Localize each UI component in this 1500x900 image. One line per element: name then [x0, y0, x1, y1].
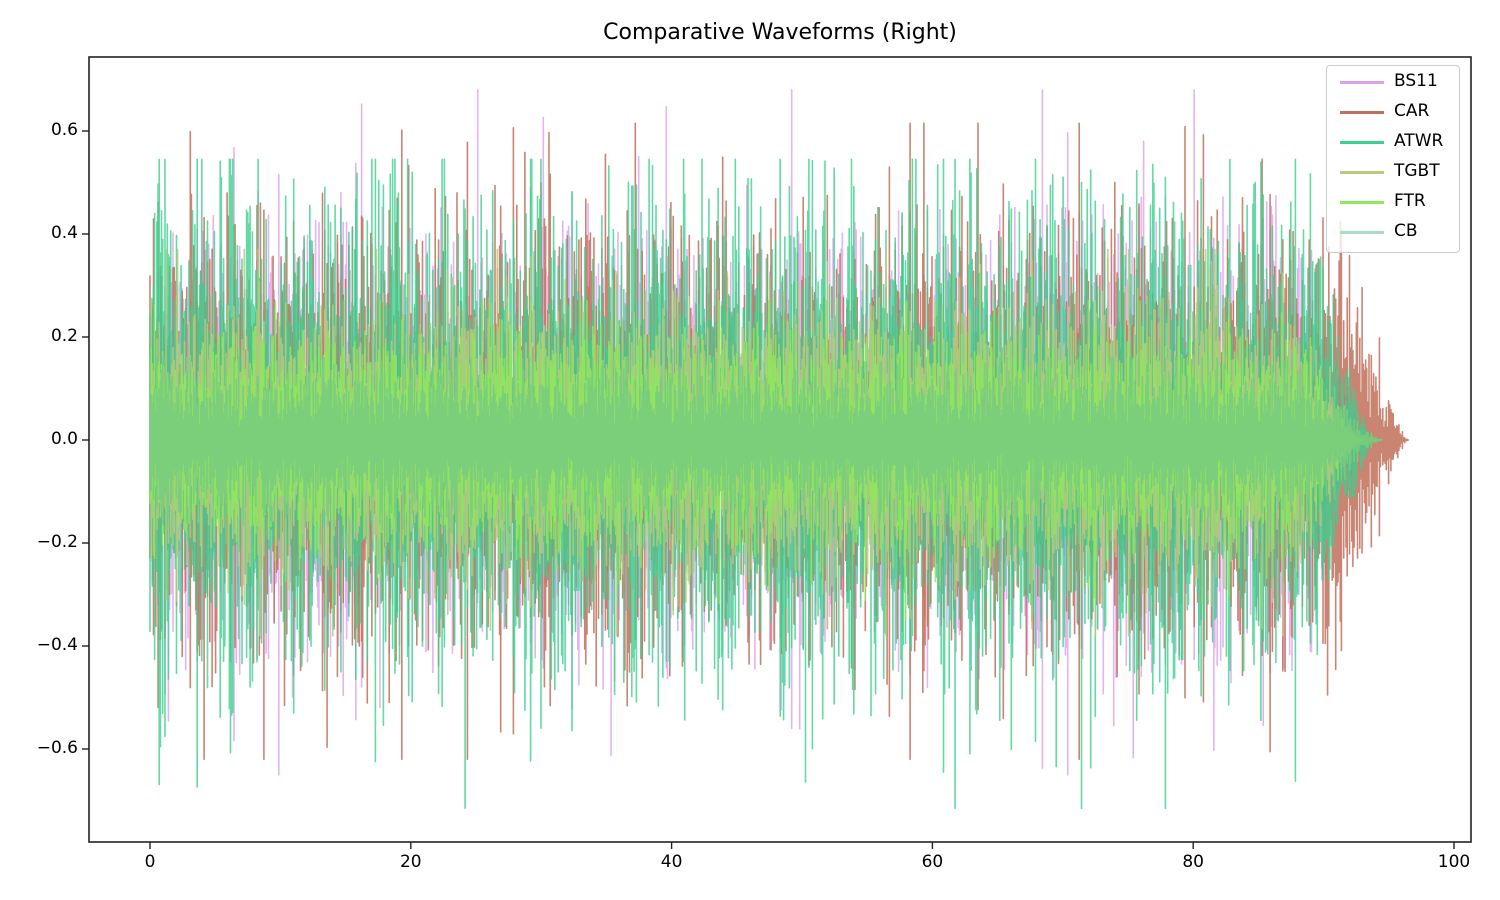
- legend-label: TGBT: [1394, 161, 1440, 181]
- legend: BS11 CAR ATWR TGBT FTR CB: [1326, 65, 1460, 253]
- legend-item-bs11: BS11: [1327, 68, 1461, 98]
- legend-swatch-ftr: [1340, 201, 1384, 204]
- legend-item-tgbt: TGBT: [1327, 158, 1461, 188]
- legend-label: CB: [1394, 221, 1418, 241]
- y-tick-label: 0.6: [50, 120, 78, 140]
- y-tick-label: −0.4: [36, 635, 78, 655]
- chart-title: Comparative Waveforms (Right): [603, 20, 957, 45]
- legend-item-car: CAR: [1327, 98, 1461, 128]
- x-tick-label: 40: [660, 852, 683, 872]
- waveform-cb: [149, 356, 1383, 544]
- legend-item-cb: CB: [1327, 218, 1461, 248]
- legend-label: ATWR: [1394, 131, 1444, 151]
- x-tick-label: 80: [1182, 852, 1204, 872]
- legend-swatch-car: [1340, 111, 1384, 114]
- y-tick-label: 0.4: [50, 223, 78, 243]
- plot-frame: [88, 56, 1472, 843]
- y-tick-label: 0.0: [50, 429, 78, 449]
- y-tick-label: −0.6: [36, 738, 78, 758]
- legend-item-ftr: FTR: [1327, 188, 1461, 218]
- legend-swatch-atwr: [1340, 141, 1384, 144]
- legend-item-atwr: ATWR: [1327, 128, 1461, 158]
- legend-swatch-bs11: [1340, 81, 1384, 84]
- y-tick-label: 0.2: [50, 326, 78, 346]
- waveform-series-layer: [149, 89, 1409, 809]
- axis-ticks: [82, 130, 1455, 849]
- legend-swatch-tgbt: [1340, 171, 1384, 174]
- x-tick-label: 20: [399, 852, 422, 872]
- y-tick-label: −0.2: [36, 532, 78, 552]
- legend-label: CAR: [1394, 101, 1430, 121]
- x-tick-label: 60: [921, 852, 944, 872]
- legend-label: BS11: [1394, 71, 1438, 91]
- x-tick-label: 0: [144, 852, 156, 872]
- legend-label: FTR: [1394, 191, 1426, 211]
- x-tick-label: 100: [1437, 852, 1471, 872]
- legend-swatch-cb: [1340, 231, 1384, 234]
